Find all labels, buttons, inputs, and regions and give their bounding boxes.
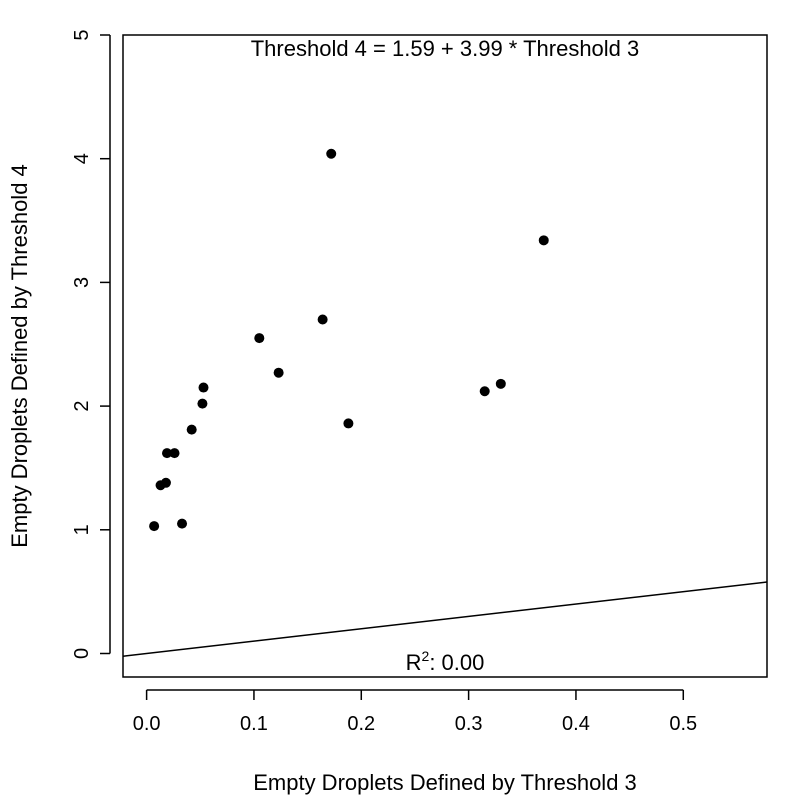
y-tick-label: 4 xyxy=(71,153,93,164)
data-point xyxy=(538,235,549,246)
data-point xyxy=(186,424,197,435)
fit-line xyxy=(122,581,768,657)
x-tick-label: 0.3 xyxy=(455,713,483,735)
y-tick-label: 5 xyxy=(71,29,93,40)
data-point xyxy=(149,521,160,532)
x-tick-label: 0.2 xyxy=(347,713,375,735)
x-tick-label: 0.0 xyxy=(133,713,161,735)
data-points xyxy=(149,148,549,532)
y-tick-label: 3 xyxy=(71,277,93,288)
r-squared-superscript: 2 xyxy=(422,648,430,664)
x-axis-title: Empty Droplets Defined by Threshold 3 xyxy=(253,770,637,795)
data-point xyxy=(343,418,354,429)
fit-line-group xyxy=(122,581,768,657)
x-axis: 0.0 0.1 0.2 0.3 0.4 0.5 xyxy=(133,689,697,735)
x-tick-label: 0.4 xyxy=(562,713,590,735)
r-squared-value: : 0.00 xyxy=(429,650,484,675)
y-axis-title: Empty Droplets Defined by Threshold 4 xyxy=(7,164,32,548)
data-point xyxy=(479,386,490,397)
data-point xyxy=(169,448,180,459)
data-point xyxy=(197,398,208,409)
data-point xyxy=(198,382,209,393)
data-point xyxy=(177,518,188,529)
x-tick-label: 0.5 xyxy=(669,713,697,735)
y-tick-label: 0 xyxy=(71,648,93,659)
y-tick-label: 1 xyxy=(71,524,93,535)
data-point xyxy=(326,148,337,159)
plot-frame xyxy=(122,34,768,678)
y-tick-label: 2 xyxy=(71,401,93,412)
data-point xyxy=(495,378,506,389)
data-point xyxy=(160,477,171,488)
equation-annotation: Threshold 4 = 1.59 + 3.99 * Threshold 3 xyxy=(251,36,640,61)
data-point xyxy=(254,333,265,344)
data-point xyxy=(162,448,173,459)
data-point xyxy=(273,367,284,378)
y-axis: 0 1 2 3 4 5 xyxy=(71,29,111,659)
x-tick-label: 0.1 xyxy=(240,713,268,735)
r-squared-label: R xyxy=(406,650,422,675)
data-point xyxy=(317,314,328,325)
r-squared-annotation: R2: 0.00 xyxy=(406,648,485,675)
